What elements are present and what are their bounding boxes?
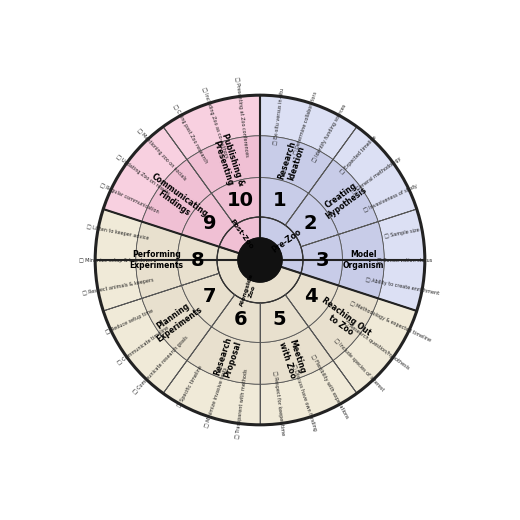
Wedge shape [217,246,301,303]
Text: Model
Organism: Model Organism [343,250,384,270]
Wedge shape [260,95,357,160]
Wedge shape [308,285,378,360]
Text: □ Flexibility with expecations: □ Flexibility with expecations [310,354,349,420]
Text: □ Invasiveness of study: □ Invasiveness of study [363,184,419,213]
Text: □ Identify funding sources: □ Identify funding sources [311,103,347,163]
Wedge shape [260,136,333,193]
Text: □ Respect for keeper time: □ Respect for keeper time [271,371,284,436]
Wedge shape [301,235,342,285]
Text: □ Respect animals & keepers: □ Respect animals & keepers [82,278,154,296]
Text: Creating
Hypothesis: Creating Hypothesis [318,177,369,222]
Wedge shape [339,222,384,298]
Text: 10: 10 [227,191,254,210]
Text: □ Include species of interest: □ Include species of interest [333,338,385,393]
Wedge shape [136,222,181,298]
Text: 3: 3 [316,251,330,269]
Text: Reaching Out
to Zoo: Reaching Out to Zoo [314,296,373,346]
Text: □ Discuss have own funding: □ Discuss have own funding [292,363,318,432]
Text: □ Regular communication: □ Regular communication [99,183,160,214]
Wedge shape [333,127,417,222]
Text: □ Including Zoo as co-authors: □ Including Zoo as co-authors [201,86,229,159]
Text: 7: 7 [203,288,216,306]
Wedge shape [260,178,308,225]
Text: □ Communicate timeline: □ Communicate timeline [116,324,170,365]
Text: 8: 8 [190,251,204,269]
Text: □ Ex-situ versus in-situ: □ Ex-situ versus in-situ [272,88,284,146]
Text: 4: 4 [304,288,318,306]
Wedge shape [163,95,260,160]
Text: □ Specific timeline: □ Specific timeline [177,365,204,408]
Text: 1: 1 [272,191,286,210]
Text: 2: 2 [304,214,318,232]
Text: □ Listen to keeper advice: □ Listen to keeper advice [86,225,150,241]
Text: □ General methodology: □ General methodology [352,155,402,194]
Text: □ Presenting at Zoo conferences: □ Presenting at Zoo conferences [235,76,250,157]
Text: Pre-Zoo: Pre-Zoo [270,227,303,255]
Circle shape [238,238,282,282]
Text: 6: 6 [234,310,248,329]
Wedge shape [260,295,308,342]
Wedge shape [378,209,425,311]
Text: □ Research question/hypothesis: □ Research question/hypothesis [343,320,410,370]
Wedge shape [163,360,260,425]
Text: Post-Zoo: Post-Zoo [228,218,254,250]
Text: □ Reduce setup time: □ Reduce setup time [105,308,154,335]
Wedge shape [181,193,235,246]
Wedge shape [285,193,339,246]
Text: □ Determine collaborators: □ Determine collaborators [292,90,317,155]
Text: □ Communicate research goals: □ Communicate research goals [133,335,189,395]
Wedge shape [142,160,212,235]
Text: Publishing &
Presenting: Publishing & Presenting [211,133,246,191]
Text: □ Conservation status: □ Conservation status [377,257,432,263]
Wedge shape [260,327,333,384]
Text: □ Mentioning zoo on socials: □ Mentioning zoo on socials [136,128,187,181]
Text: 5: 5 [272,310,286,329]
Text: Research
Proposal: Research Proposal [213,336,243,380]
Text: Communicating
Findings: Communicating Findings [144,172,210,227]
Wedge shape [333,298,417,393]
Text: □ Minimize invasive tests: □ Minimize invasive tests [203,367,227,428]
Wedge shape [212,178,260,225]
Wedge shape [260,217,303,274]
Wedge shape [308,160,378,235]
Text: Meeting
with Zoo: Meeting with Zoo [277,337,307,379]
Text: Planning
Experiments: Planning Experiments [149,297,204,344]
Text: Alongside
Zoo: Alongside Zoo [240,273,261,309]
Text: □ Updating Zoo on results: □ Updating Zoo on results [115,154,171,196]
Wedge shape [95,209,142,311]
Wedge shape [142,285,212,360]
Text: 9: 9 [203,214,216,232]
Wedge shape [219,217,260,253]
Wedge shape [181,274,235,327]
Text: □ Sample size: □ Sample size [384,227,420,239]
Text: Performing
Experiments: Performing Experiments [129,250,184,270]
Wedge shape [103,127,187,222]
Wedge shape [187,136,260,193]
Text: □ Methodology & expected timeline: □ Methodology & expected timeline [349,301,432,343]
Text: □ Transparent with methods: □ Transparent with methods [235,368,249,439]
Wedge shape [178,235,219,285]
Text: □ Citing past Zoo research: □ Citing past Zoo research [172,103,209,164]
Wedge shape [260,360,357,425]
Wedge shape [212,295,260,342]
Wedge shape [285,274,339,327]
Text: □ Minimize setup & teardown: □ Minimize setup & teardown [79,257,152,263]
Text: □ Expected timeline: □ Expected timeline [340,135,378,175]
Text: □ Ability to create enrichment: □ Ability to create enrichment [365,278,439,296]
Wedge shape [187,327,260,384]
Wedge shape [103,298,187,393]
Text: Research
Ideation: Research Ideation [277,140,307,184]
